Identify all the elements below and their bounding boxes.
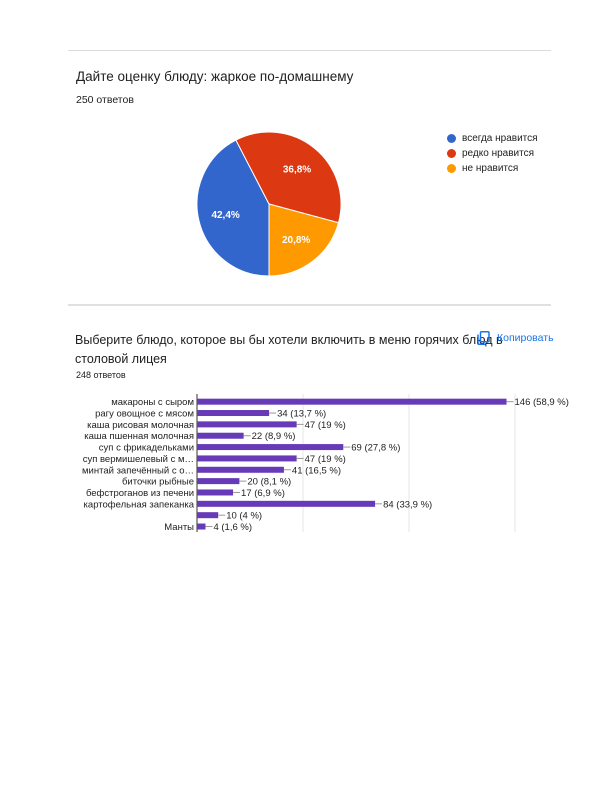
bar-value-label: 41 (16,5 %) (292, 465, 341, 476)
question-title-1: Дайте оценку блюду: жаркое по-домашнему (76, 69, 354, 84)
bar-value-label: 146 (58,9 %) (515, 397, 569, 408)
legend-dot-always (447, 134, 456, 143)
bar-value-label: 17 (6,9 %) (241, 488, 285, 499)
bar-value-label: 84 (33,9 %) (383, 499, 432, 510)
legend-label-dislike: не нравится (462, 163, 519, 174)
legend-dot-rarely (447, 149, 456, 158)
bar-value-label: 34 (13,7 %) (277, 409, 326, 420)
bar-category-label: картофельная запеканка (84, 499, 195, 510)
bar-value-label: 47 (19 %) (305, 420, 346, 431)
bar (197, 421, 297, 428)
bar-category-label: макароны с сыром (111, 397, 194, 408)
pie-legend: всегда нравится редко нравится не нравит… (447, 131, 538, 176)
pie-slice-label-0: 42,4% (211, 210, 239, 221)
middle-divider (68, 304, 551, 306)
bar (197, 410, 270, 417)
response-count-2: 248 ответов (76, 370, 126, 380)
bar-value-label: 10 (4 %) (226, 511, 262, 522)
copy-button[interactable]: Копировать (477, 331, 554, 345)
bar (197, 489, 234, 496)
bar-category-label: каша рисовая молочная (87, 420, 194, 431)
pie-slice-0 (196, 139, 270, 277)
bar-category-label: суп с фрикадельками (99, 443, 194, 454)
bar-category-label: биточки рыбные (122, 477, 194, 488)
legend-dot-dislike (447, 164, 456, 173)
pie-slice-label-2: 20,8% (282, 235, 310, 246)
bar (197, 432, 244, 439)
pie-slice-1 (235, 131, 342, 224)
pie-slice-label-1: 36,8% (283, 165, 311, 176)
bar (197, 398, 507, 405)
bar-category-label: каша пшенная молочная (84, 431, 194, 442)
bar-category-label: суп вермишелевый с м… (83, 454, 194, 465)
bar-chart: макароны с сыром 146 (58,9 %) рагу овощное… (82, 394, 569, 533)
legend-label-rarely: редко нравится (462, 148, 534, 159)
bar-value-label: 22 (8,9 %) (252, 431, 296, 442)
question-title-2-line1: Выберите блюдо, которое вы бы хотели вкл… (75, 333, 503, 347)
bar (197, 444, 344, 451)
bar-value-label: 69 (27,8 %) (351, 443, 400, 454)
copy-icon (477, 331, 490, 345)
question-title-2: Выберите блюдо, которое вы бы хотели вкл… (75, 331, 503, 369)
top-divider (68, 50, 551, 51)
bar (197, 478, 240, 485)
bar-category-label: минтай запечённый с о… (82, 465, 194, 476)
bar (197, 523, 206, 530)
question-title-2-line2: столовой лицея (75, 352, 167, 366)
bar-category-label: рагу овощное с мясом (95, 409, 194, 420)
legend-label-always: всегда нравится (462, 133, 538, 144)
legend-item-dislike: не нравится (447, 161, 538, 176)
bar (197, 455, 297, 462)
bar-value-label: 4 (1,6 %) (213, 522, 252, 533)
pie-slice-2 (268, 203, 340, 277)
bar (197, 512, 219, 519)
bar-category-label: бефстроганов из печени (86, 488, 194, 499)
bar (197, 466, 284, 473)
response-count-1: 250 ответов (76, 94, 134, 106)
bar-category-label: Манты (164, 522, 194, 533)
bar-value-label: 47 (19 %) (305, 454, 346, 465)
pie-chart: 42,4% 36,8% 20,8% (196, 131, 342, 277)
copy-button-label: Копировать (497, 332, 554, 344)
bar (197, 500, 376, 507)
bar-value-label: 20 (8,1 %) (247, 477, 291, 488)
legend-item-rarely: редко нравится (447, 146, 538, 161)
legend-item-always: всегда нравится (447, 131, 538, 146)
